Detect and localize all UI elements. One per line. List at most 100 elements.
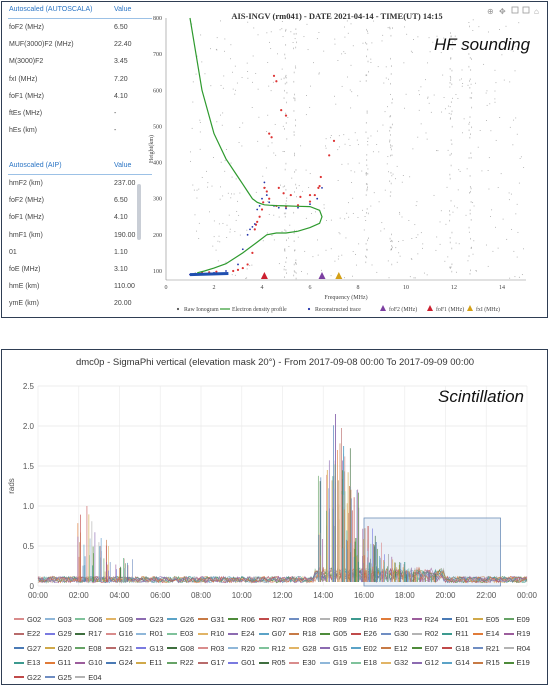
raw-ionogram-dot [198, 188, 200, 190]
legend-item[interactable]: R09 [319, 612, 351, 627]
legend-item[interactable]: G16 [105, 627, 137, 642]
legend-item[interactable]: R12 [258, 641, 290, 656]
legend-item[interactable]: R21 [472, 641, 504, 656]
legend-item[interactable]: G08 [166, 641, 198, 656]
legend-item[interactable]: G02 [14, 612, 45, 627]
aip-table-scrollbar[interactable] [137, 184, 141, 240]
legend-item[interactable]: E01 [442, 612, 473, 627]
legend-item[interactable]: G10 [75, 656, 106, 671]
legend-item[interactable]: E14 [472, 627, 504, 642]
legend-item[interactable]: R20 [228, 641, 259, 656]
raw-ionogram-dot [387, 156, 389, 158]
legend-item[interactable]: E26 [350, 627, 382, 642]
x-tick-label: 00:00 [28, 591, 49, 600]
legend-item[interactable]: E24 [228, 627, 259, 642]
raw-ionogram-dot [293, 232, 295, 234]
legend-item[interactable]: E11 [136, 656, 167, 671]
legend-item[interactable]: R24 [411, 612, 443, 627]
legend-item[interactable]: E07 [411, 641, 443, 656]
raw-ionogram-dot [457, 98, 459, 99]
legend-item[interactable]: R03 [197, 641, 229, 656]
legend-item[interactable]: E08 [75, 641, 106, 656]
legend-item[interactable]: R18 [289, 627, 320, 642]
raw-ionogram-dot [488, 157, 490, 159]
legend-item[interactable]: G19 [319, 656, 351, 671]
legend-label: E08 [88, 643, 102, 653]
legend-item[interactable]: E03 [166, 627, 198, 642]
legend-item[interactable]: R11 [442, 627, 473, 642]
raw-ionogram-dot [199, 148, 201, 150]
legend-item[interactable]: E19 [503, 656, 535, 671]
legend-item[interactable]: R23 [381, 612, 412, 627]
legend-item[interactable]: R05 [258, 656, 290, 671]
raw-ionogram-dot [267, 114, 269, 116]
legend-item[interactable]: G07 [258, 627, 290, 642]
legend-item[interactable]: E05 [472, 612, 504, 627]
raw-ionogram-dot [220, 114, 221, 116]
legend-item[interactable]: R07 [258, 612, 290, 627]
legend-item[interactable]: G15 [319, 641, 351, 656]
legend-item[interactable]: R16 [350, 612, 382, 627]
home-icon[interactable]: ⌂ [534, 7, 539, 16]
legend-item[interactable]: E13 [14, 656, 45, 671]
legend-item[interactable]: E30 [289, 656, 320, 671]
legend-item[interactable]: G24 [105, 656, 137, 671]
raw-ionogram-dot [284, 276, 285, 278]
legend-item[interactable]: G11 [44, 656, 76, 671]
legend-item[interactable]: G14 [442, 656, 473, 671]
fullscreen-icon[interactable] [522, 6, 530, 14]
legend-item[interactable]: G25 [44, 670, 76, 685]
legend-item[interactable]: G31 [197, 612, 229, 627]
legend-marker [307, 307, 311, 311]
legend-item[interactable]: R19 [503, 627, 535, 642]
legend-item[interactable]: R02 [411, 627, 443, 642]
legend-item[interactable]: G26 [166, 612, 198, 627]
legend-swatch [319, 647, 330, 650]
legend-item[interactable]: R22 [166, 656, 198, 671]
raw-ionogram-dot [267, 145, 269, 147]
legend-item[interactable]: G13 [136, 641, 167, 656]
legend-item[interactable]: E22 [14, 627, 45, 642]
raw-ionogram-dot [334, 43, 336, 45]
legend-item[interactable]: R17 [75, 627, 106, 642]
legend-item[interactable]: R15 [472, 656, 504, 671]
legend-item[interactable]: G03 [44, 612, 76, 627]
legend-item[interactable]: R10 [197, 627, 229, 642]
legend-item[interactable]: G28 [289, 641, 320, 656]
reset-icon[interactable] [511, 6, 519, 14]
legend-item[interactable]: E09 [503, 612, 535, 627]
raw-ionogram-dot [284, 250, 286, 252]
legend-item[interactable]: G05 [319, 627, 351, 642]
legend-item[interactable]: E02 [350, 641, 382, 656]
legend-item[interactable]: G12 [411, 656, 443, 671]
echo-point [258, 215, 261, 218]
legend-item[interactable]: G20 [44, 641, 76, 656]
legend-item[interactable]: G30 [381, 627, 412, 642]
legend-item[interactable]: G09 [105, 612, 137, 627]
legend-item[interactable]: E12 [381, 641, 412, 656]
zoom-icon[interactable]: ⊕ [487, 7, 494, 16]
legend-item[interactable]: G32 [381, 656, 412, 671]
legend-item[interactable]: R08 [289, 612, 320, 627]
legend-item[interactable]: G21 [105, 641, 137, 656]
legend-item[interactable]: G27 [14, 641, 45, 656]
legend-item[interactable]: G18 [442, 641, 473, 656]
legend-item[interactable]: E04 [75, 670, 106, 685]
legend-item[interactable]: R06 [228, 612, 259, 627]
raw-ionogram-dot [367, 212, 369, 215]
legend-item[interactable]: G23 [136, 612, 167, 627]
raw-ionogram-dot [351, 182, 353, 183]
raw-ionogram-dot [435, 249, 437, 251]
legend-item[interactable]: E18 [350, 656, 382, 671]
legend-item[interactable]: R01 [136, 627, 167, 642]
pan-icon[interactable]: ✥ [499, 7, 506, 16]
legend-item[interactable]: G17 [197, 656, 229, 671]
raw-ionogram-dot [285, 76, 287, 79]
legend-item[interactable]: R04 [503, 641, 535, 656]
y-tick-label: 500 [153, 124, 162, 130]
legend-item[interactable]: G06 [75, 612, 106, 627]
legend-item[interactable]: G01 [228, 656, 259, 671]
legend-item[interactable]: G29 [44, 627, 76, 642]
raw-ionogram-dot [500, 173, 502, 175]
legend-item[interactable]: G22 [14, 670, 45, 685]
